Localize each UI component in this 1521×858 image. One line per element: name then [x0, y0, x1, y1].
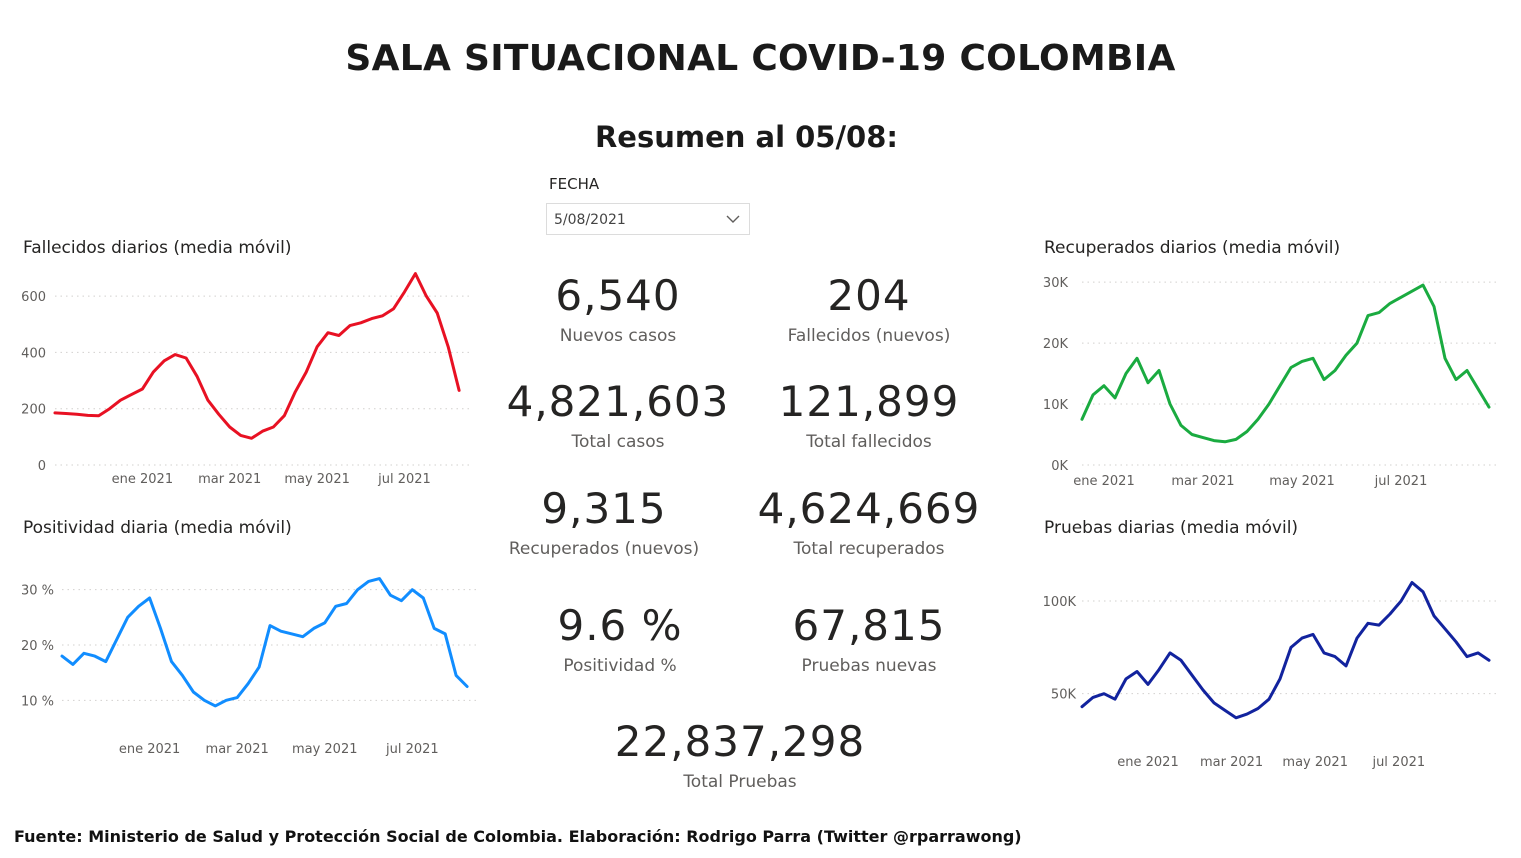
kpi-label: Total recuperados — [793, 539, 945, 559]
y-tick-label: 400 — [21, 346, 46, 361]
y-tick-label: 100K — [1043, 595, 1077, 610]
fallecidos-line-chart[interactable]: 0 200 400 600 ene 2021 mar 2021 may 2021 jul 20… — [0, 270, 490, 500]
page-title: SALA SITUACIONAL COVID-19 COLOMBIA — [345, 38, 1176, 79]
chevron-down-icon[interactable] — [725, 212, 741, 226]
kpi-label: Total Pruebas — [683, 772, 797, 792]
x-tick-label: ene 2021 — [1117, 755, 1178, 770]
kpi-value: 6,540 — [555, 271, 681, 320]
kpi-positividad: 9.6 % Positividad % — [490, 601, 750, 677]
kpi-recuperados-nuevos: 9,315 Recuperados (nuevos) — [474, 484, 734, 560]
kpi-value: 22,837,298 — [614, 717, 866, 766]
chart-title-pruebas: Pruebas diarias (media móvil) — [1044, 518, 1299, 538]
y-tick-label: 20 % — [21, 639, 54, 654]
y-tick-label: 30K — [1043, 276, 1069, 291]
y-tick-label: 30 % — [21, 584, 54, 599]
kpi-value: 9.6 % — [557, 601, 683, 650]
kpi-label: Fallecidos (nuevos) — [787, 326, 951, 346]
y-tick-label: 10K — [1043, 398, 1069, 413]
x-tick-label: may 2021 — [292, 742, 358, 757]
kpi-total-fallecidos: 121,899 Total fallecidos — [738, 377, 1000, 453]
chart-title-recuperados: Recuperados diarios (media móvil) — [1044, 238, 1341, 258]
x-tick-label: ene 2021 — [1073, 474, 1134, 489]
x-tick-label: jul 2021 — [377, 472, 431, 487]
y-tick-label: 600 — [21, 290, 46, 305]
chart-title-positividad: Positividad diaria (media móvil) — [23, 518, 292, 538]
y-tick-label: 50K — [1051, 688, 1077, 703]
kpi-total-pruebas: 22,837,298 Total Pruebas — [590, 717, 890, 793]
kpi-value: 9,315 — [541, 484, 667, 533]
x-tick-label: jul 2021 — [1374, 474, 1428, 489]
y-tick-label: 200 — [21, 403, 46, 418]
series-line-pruebas — [1080, 581, 1491, 720]
x-tick-label: may 2021 — [1282, 755, 1348, 770]
series-line-positividad — [60, 577, 469, 708]
x-tick-label: mar 2021 — [1171, 474, 1234, 489]
x-tick-label: mar 2021 — [198, 472, 261, 487]
chart-title-fallecidos: Fallecidos diarios (media móvil) — [23, 238, 292, 258]
series-line-recuperados — [1080, 283, 1491, 444]
x-tick-label: ene 2021 — [112, 472, 173, 487]
x-tick-label: ene 2021 — [119, 742, 180, 757]
y-tick-label: 0 — [38, 459, 46, 474]
kpi-nuevos-casos: 6,540 Nuevos casos — [488, 271, 748, 347]
x-tick-label: mar 2021 — [206, 742, 269, 757]
date-filter-label: FECHA — [549, 175, 600, 193]
summary-subtitle: Resumen al 05/08: — [594, 120, 899, 154]
kpi-label: Recuperados (nuevos) — [508, 539, 700, 559]
x-tick-label: may 2021 — [1269, 474, 1335, 489]
kpi-label: Total casos — [571, 432, 665, 452]
positividad-line-chart[interactable]: 10 % 20 % 30 % ene 2021 mar 2021 may 2021 jul … — [0, 550, 490, 775]
kpi-total-recuperados: 4,624,669 Total recuperados — [738, 484, 1000, 560]
kpi-total-casos: 4,821,603 Total casos — [488, 377, 748, 453]
kpi-value: 67,815 — [792, 601, 946, 650]
x-tick-label: jul 2021 — [1371, 755, 1425, 770]
kpi-label: Nuevos casos — [559, 326, 677, 346]
kpi-label: Pruebas nuevas — [801, 656, 937, 676]
kpi-label: Positividad % — [563, 656, 677, 676]
y-tick-label: 20K — [1043, 337, 1069, 352]
x-tick-label: jul 2021 — [385, 742, 439, 757]
x-tick-label: may 2021 — [284, 472, 350, 487]
kpi-value: 4,624,669 — [757, 484, 981, 533]
date-filter-dropdown[interactable]: 5/08/2021 — [546, 203, 750, 235]
kpi-value: 4,821,603 — [506, 377, 730, 426]
source-footer: Fuente: Ministerio de Salud y Protección… — [14, 827, 1022, 846]
y-tick-label: 0K — [1051, 459, 1068, 474]
x-tick-label: mar 2021 — [1200, 755, 1263, 770]
kpi-pruebas-nuevas: 67,815 Pruebas nuevas — [738, 601, 1000, 677]
pruebas-line-chart[interactable]: 50K 100K ene 2021 mar 2021 may 2021 jul 2021 — [1030, 550, 1510, 780]
kpi-value: 121,899 — [778, 377, 960, 426]
recuperados-line-chart[interactable]: 0K 10K 20K 30K ene 2021 mar 2021 may 2021 jul 2… — [1030, 262, 1510, 497]
kpi-fallecidos-nuevos: 204 Fallecidos (nuevos) — [738, 271, 1000, 347]
kpi-label: Total fallecidos — [806, 432, 932, 452]
y-tick-label: 10 % — [21, 694, 54, 709]
date-filter-value: 5/08/2021 — [554, 212, 626, 228]
series-line-fallecidos — [53, 272, 461, 440]
kpi-value: 204 — [827, 271, 911, 320]
